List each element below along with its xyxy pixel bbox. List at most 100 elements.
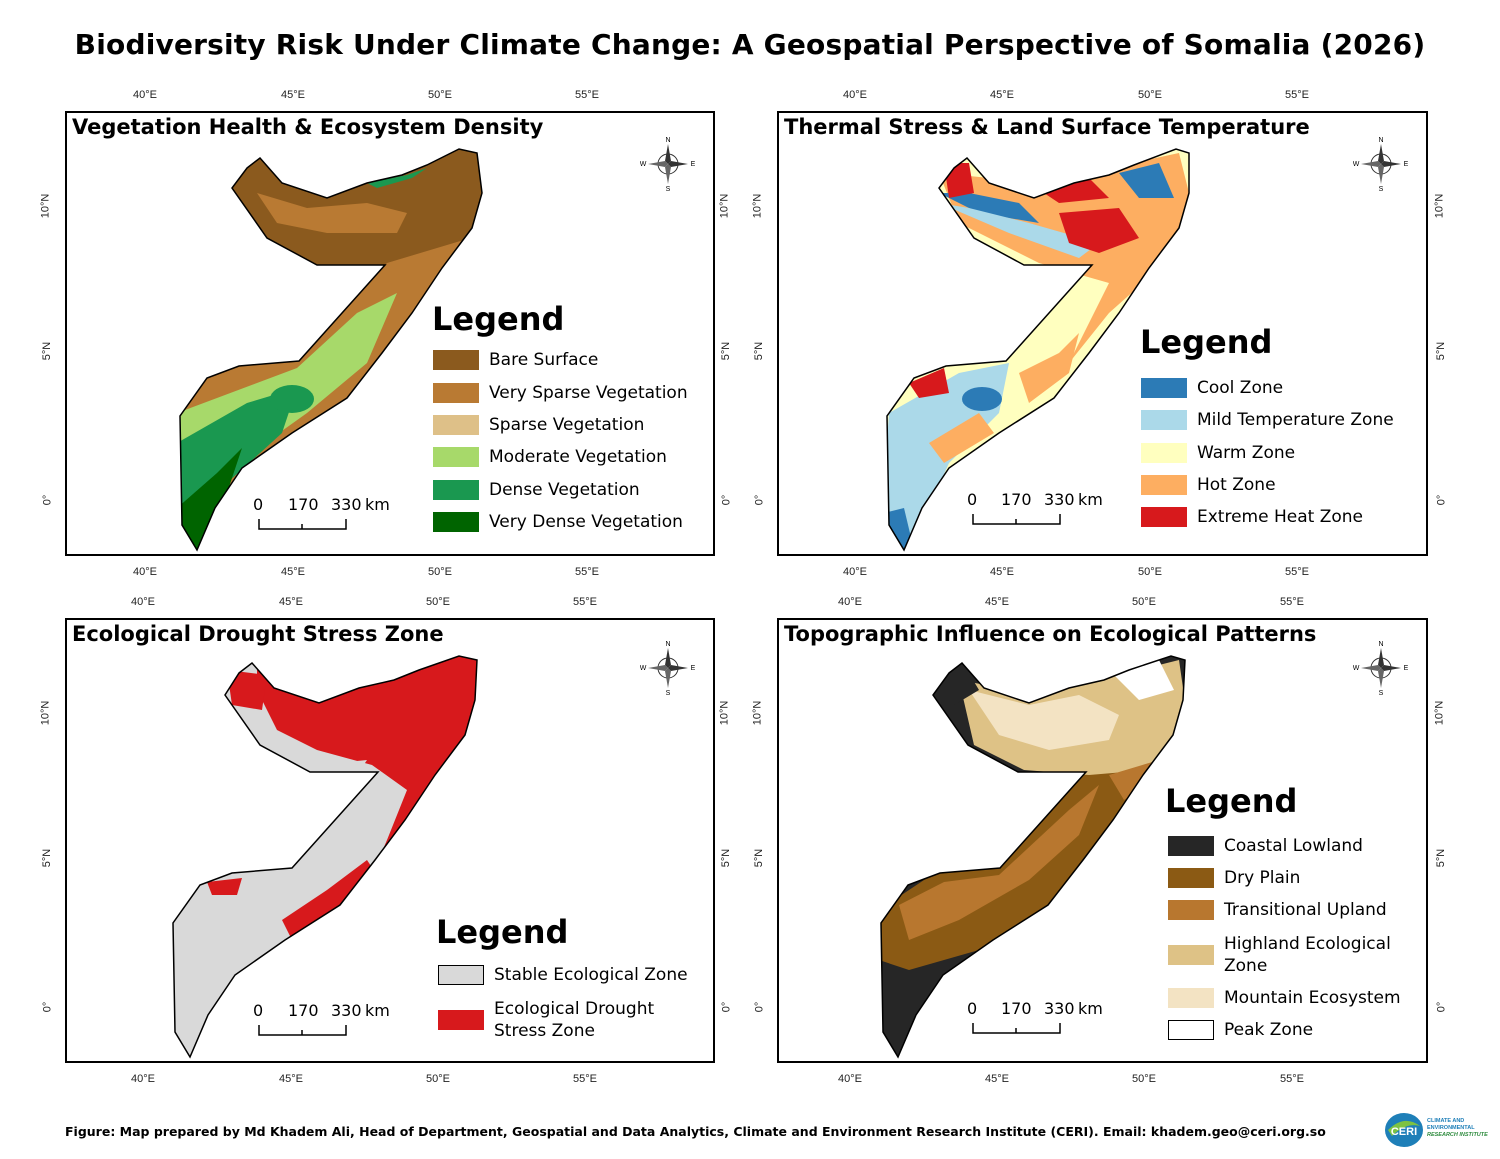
lat-tick-right: 10°N — [718, 193, 731, 219]
lon-tick-top: 45°E — [279, 596, 303, 608]
figure-caption: Figure: Map prepared by Md Khadem Ali, H… — [65, 1124, 1326, 1139]
scale-unit: km — [365, 495, 390, 514]
legend-swatch — [433, 480, 479, 500]
lat-tick-left: 5°N — [753, 848, 766, 868]
scale-mid: 170 — [1001, 999, 1032, 1018]
logo-text: CERI — [1391, 1126, 1417, 1138]
compass-icon: N S W E — [640, 137, 696, 192]
legend-item: Very Sparse Vegetation — [433, 383, 688, 403]
legend-swatch — [1168, 1020, 1214, 1040]
compass-s: S — [1379, 186, 1384, 192]
legend-title: Legend — [432, 300, 565, 338]
legend-swatch — [1168, 868, 1214, 888]
legend-label: Warm Zone — [1197, 443, 1296, 463]
legend-swatch — [1141, 443, 1187, 463]
lat-tick-right: 5°N — [720, 848, 733, 868]
compass-s: S — [666, 186, 671, 192]
logo-subtitle: RESEARCH INSTITUTE — [1427, 1132, 1488, 1138]
legend-label: Very Dense Vegetation — [489, 512, 683, 532]
lon-tick-bottom: 55°E — [1280, 1073, 1304, 1085]
legend-swatch — [1141, 378, 1187, 398]
legend-swatch — [1168, 988, 1214, 1008]
lon-tick-bottom: 40°E — [131, 1073, 155, 1085]
lat-tick-left: 5°N — [41, 341, 54, 361]
legend-label: Dense Vegetation — [489, 480, 640, 500]
lon-tick-bottom: 45°E — [281, 566, 305, 578]
scale-bar: 0 170 330 km — [967, 999, 1117, 1041]
ceri-logo: CERI CLIMATE AND ENVIRONMENTAL RESEARCH … — [1382, 1108, 1490, 1152]
lat-tick-left: 10°N — [751, 193, 764, 219]
compass-w: W — [640, 665, 647, 672]
legend-item: Stable Ecological Zone — [438, 965, 688, 985]
compass-n: N — [1378, 641, 1383, 648]
legend-swatch — [1168, 836, 1214, 856]
scale-unit: km — [1078, 999, 1103, 1018]
legend-label: Very Sparse Vegetation — [489, 383, 688, 403]
lon-tick-top: 55°E — [1285, 89, 1309, 101]
lon-tick-top: 45°E — [985, 596, 1009, 608]
lon-tick-bottom: 45°E — [279, 1073, 303, 1085]
scale-mid: 170 — [288, 1001, 319, 1020]
legend-item: Dry Plain — [1168, 868, 1300, 888]
legend-swatch — [438, 965, 484, 985]
lon-tick-bottom: 50°E — [1138, 566, 1162, 578]
lon-tick-top: 45°E — [990, 89, 1014, 101]
scale-mid: 170 — [288, 495, 319, 514]
logo-subtitle: CLIMATE AND — [1427, 1118, 1464, 1124]
legend-item: Moderate Vegetation — [433, 447, 667, 467]
legend-label: Transitional Upland — [1224, 900, 1387, 920]
topo-map — [880, 655, 1186, 1058]
compass-n: N — [665, 137, 670, 144]
lat-tick-right: 0° — [1435, 494, 1448, 506]
lon-tick-top: 55°E — [573, 596, 597, 608]
legend-label: Highland Ecological — [1224, 934, 1391, 954]
legend-item: Mountain Ecosystem — [1168, 988, 1401, 1008]
compass-s: S — [666, 690, 671, 696]
lon-tick-bottom: 55°E — [573, 1073, 597, 1085]
lon-tick-top: 50°E — [1132, 596, 1156, 608]
lon-tick-top: 55°E — [1280, 596, 1304, 608]
compass-w: W — [1353, 161, 1360, 168]
legend-label: Ecological Drought — [494, 999, 655, 1019]
legend-label: Peak Zone — [1224, 1020, 1314, 1040]
lon-tick-bottom: 45°E — [990, 566, 1014, 578]
lon-tick-top: 40°E — [843, 89, 867, 101]
scale-bar: 0 170 330 km — [253, 1001, 403, 1043]
compass-s: S — [1379, 690, 1384, 696]
compass-e: E — [1404, 161, 1409, 168]
scale-bar: 0 170 330 km — [967, 490, 1117, 532]
legend-item: Mild Temperature Zone — [1141, 410, 1394, 430]
legend-label: Moderate Vegetation — [489, 447, 667, 467]
legend-label: Dry Plain — [1224, 868, 1301, 888]
panel-title: Vegetation Health & Ecosystem Density — [72, 115, 544, 139]
lat-tick-left: 0° — [753, 1001, 766, 1013]
compass-e: E — [691, 161, 696, 168]
legend-label: Mountain Ecosystem — [1224, 988, 1401, 1008]
compass-e: E — [691, 665, 696, 672]
legend-item: Ecological Drought Stress Zone — [438, 998, 654, 1042]
legend-item: Hot Zone — [1141, 475, 1276, 495]
compass-icon: N S W E — [1353, 641, 1409, 696]
compass-w: W — [1353, 665, 1360, 672]
legend-item: Sparse Vegetation — [433, 415, 644, 435]
figure-title: Biodiversity Risk Under Climate Change: … — [74, 28, 1426, 61]
lat-tick-right: 10°N — [1433, 193, 1446, 219]
legend-item: Bare Surface — [433, 350, 598, 370]
map-frame — [777, 111, 1428, 556]
legend-item: Highland Ecological Zone — [1168, 933, 1391, 977]
lon-tick-top: 50°E — [1138, 89, 1162, 101]
legend-label: Cool Zone — [1197, 378, 1284, 398]
scale-bar: 0 170 330 km — [253, 495, 403, 537]
lat-tick-left: 10°N — [39, 193, 52, 219]
lon-tick-top: 40°E — [131, 596, 155, 608]
lon-tick-top: 55°E — [575, 89, 599, 101]
lat-tick-right: 0° — [720, 1001, 733, 1013]
lon-tick-bottom: 55°E — [575, 566, 599, 578]
legend-label: Mild Temperature Zone — [1197, 410, 1394, 430]
legend-label-line2: Zone — [1224, 956, 1268, 976]
legend-title: Legend — [436, 913, 569, 951]
scale-zero: 0 — [253, 1001, 264, 1020]
legend-swatch — [433, 383, 479, 403]
scale-mid: 170 — [1001, 490, 1032, 509]
lat-tick-left: 10°N — [39, 700, 52, 726]
